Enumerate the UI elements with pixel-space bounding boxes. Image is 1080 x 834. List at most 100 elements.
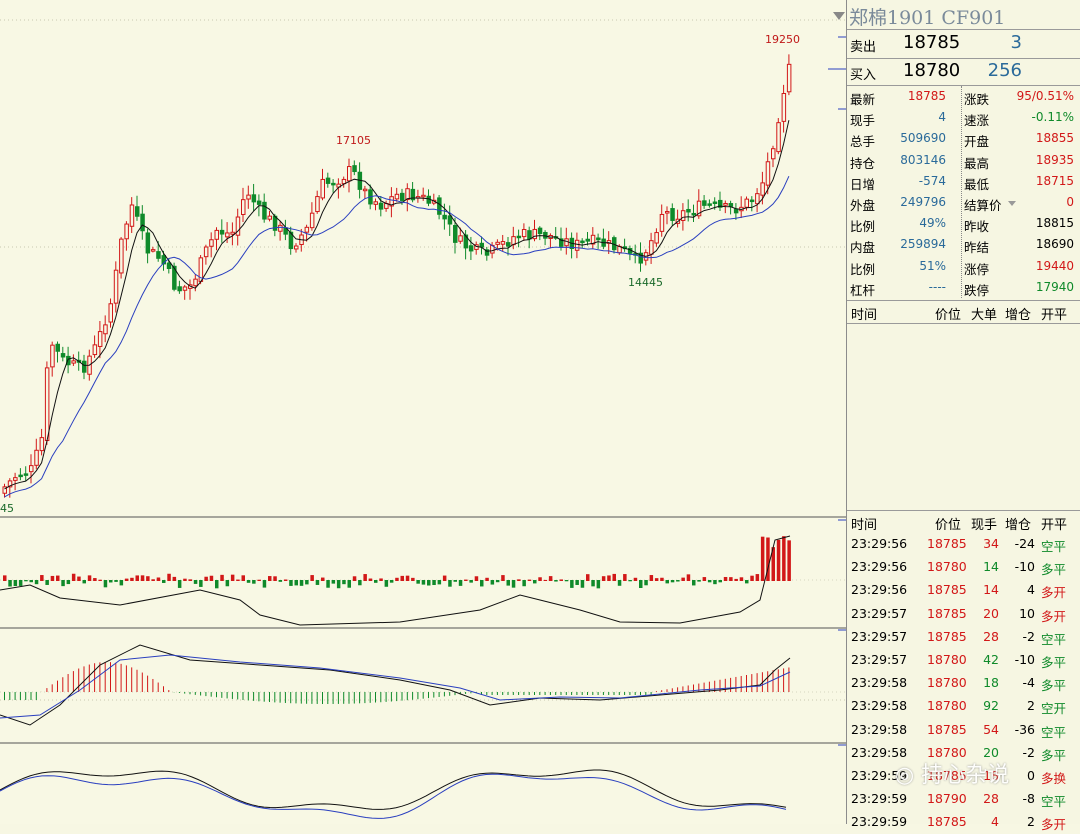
oi-bar xyxy=(713,580,717,585)
tick-vol: 18 xyxy=(983,768,999,783)
oi-bar xyxy=(384,580,389,587)
oi-bar xyxy=(119,580,124,586)
oi-bar xyxy=(29,580,33,583)
oi-bar xyxy=(368,578,373,581)
oi-bar xyxy=(363,574,367,581)
stat-key: 跌停 xyxy=(964,282,990,298)
candle-body xyxy=(18,474,23,478)
tick-vol: 20 xyxy=(983,744,999,760)
candle-body xyxy=(638,252,643,264)
oi-bar xyxy=(676,580,680,582)
oi-bar xyxy=(183,578,187,581)
candle-body xyxy=(82,360,87,373)
settle-dropdown-icon[interactable] xyxy=(1008,201,1016,206)
oi-bar xyxy=(654,578,659,581)
oi-bar xyxy=(564,580,569,582)
stat-value: 95/0.51% xyxy=(1016,89,1074,103)
oi-bar xyxy=(734,578,738,581)
tick-type: 多平 xyxy=(1041,747,1067,763)
candle-body xyxy=(590,234,596,245)
oi-bar xyxy=(697,580,701,582)
oi-bar xyxy=(570,580,574,588)
stat-L-6: 比例 49% xyxy=(850,214,946,235)
oi-bar xyxy=(766,537,770,581)
buy-label: 买入 xyxy=(850,68,877,83)
kline-chart-area[interactable]: 19250 17105 14445 45 xyxy=(0,0,846,824)
oi-bar xyxy=(278,580,283,582)
oi-bar xyxy=(71,573,76,581)
kline-chart-svg[interactable] xyxy=(0,0,846,824)
tick-price: 18780 xyxy=(927,675,967,691)
candle-body xyxy=(119,238,124,274)
oi-bar xyxy=(522,580,526,587)
oi-bar xyxy=(135,575,139,581)
candle-body xyxy=(585,238,590,242)
tick-type: 空开 xyxy=(1041,701,1067,717)
oi-bar xyxy=(538,577,542,581)
stat-value: 18935 xyxy=(1035,152,1074,167)
tick-oi: 2 xyxy=(1027,698,1035,714)
tick-price: 18785 xyxy=(927,628,967,644)
oi-bar xyxy=(8,580,12,587)
stat-R-6: 昨收 18815 xyxy=(964,214,1074,235)
oi-bar xyxy=(241,575,245,581)
stat-L-0: 最新 18785 xyxy=(850,87,946,108)
tick-type: 空平 xyxy=(1041,724,1067,740)
oi-bar xyxy=(24,580,28,582)
tick-type: 多平 xyxy=(1041,655,1067,670)
oi-bar xyxy=(162,580,166,583)
stat-L-5: 外盘 249796 xyxy=(850,193,946,214)
oi-bar xyxy=(215,580,219,589)
buy-row: 买入 18780 256 xyxy=(847,59,1080,85)
candle-body xyxy=(108,303,113,323)
oi-bar xyxy=(681,577,685,581)
oi-bar xyxy=(13,580,18,587)
contract-title: 郑棉1901 CF901 xyxy=(849,7,1006,29)
tick-type: 空平 xyxy=(1041,631,1067,647)
oi-bar xyxy=(723,576,728,581)
dropdown-triangle-icon[interactable] xyxy=(833,12,845,20)
buy-price: 18780 xyxy=(903,60,961,81)
candle-body xyxy=(537,227,543,235)
candle-body xyxy=(309,212,315,229)
candle-body xyxy=(129,204,135,227)
tick-price: 18785 xyxy=(927,768,967,783)
tick-time: 23:29:58 xyxy=(851,698,908,714)
macd-dif-line xyxy=(0,644,791,726)
candle-body xyxy=(320,178,325,199)
tick-row: 23:29:59 18790 28 -8 空平 xyxy=(847,788,1080,811)
stat-value: 0 xyxy=(1066,195,1074,209)
oi-bar xyxy=(146,576,150,581)
tick-oi: -2 xyxy=(1022,744,1035,760)
candle-body xyxy=(680,210,686,221)
oi-bar xyxy=(156,577,161,581)
tick-vol: 42 xyxy=(983,652,999,667)
candle-body xyxy=(728,203,734,207)
tick-time: 23:29:58 xyxy=(851,675,908,691)
stat-L-1: 现手 4 xyxy=(850,108,946,129)
oi-bar xyxy=(729,577,733,581)
candle-body xyxy=(506,242,511,247)
tick-row: 23:29:57 18785 28 -2 空平 xyxy=(847,626,1080,649)
tick-price: 18780 xyxy=(927,744,967,760)
candle-body xyxy=(177,286,182,292)
candle-body xyxy=(92,344,98,356)
oi-bar xyxy=(18,580,23,586)
oi-bar xyxy=(66,580,71,585)
oi-bar xyxy=(533,580,537,584)
oi-bar xyxy=(45,580,49,585)
candle-body xyxy=(702,200,707,206)
candle-body xyxy=(596,237,601,241)
stat-L-4: 日增 -574 xyxy=(850,172,946,193)
label-peak: 17105 xyxy=(336,134,371,147)
tick-time: 23:29:59 xyxy=(851,791,908,807)
tick-row: 23:29:59 18785 4 2 多开 xyxy=(847,811,1080,834)
tick-vol: 34 xyxy=(983,536,999,551)
stat-value: -574 xyxy=(918,173,946,188)
oi-bar xyxy=(310,575,314,581)
oi-bar xyxy=(660,577,664,581)
candle-body xyxy=(516,235,522,239)
candle-body xyxy=(723,202,728,206)
stat-key: 比例 xyxy=(850,219,876,235)
tick-time: 23:29:58 xyxy=(851,721,908,737)
